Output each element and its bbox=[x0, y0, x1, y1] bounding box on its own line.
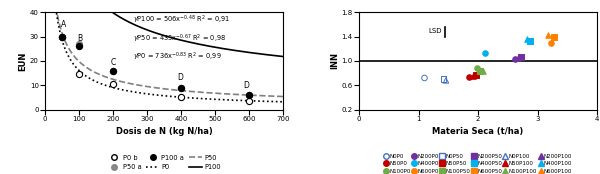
X-axis label: Dosis de N (kg N/ha): Dosis de N (kg N/ha) bbox=[116, 127, 212, 136]
Legend: P0 b, P50 a, P100 a, P0, P50, P100: P0 b, P50 a, P100 a, P0, P50, P100 bbox=[104, 152, 223, 173]
X-axis label: Materia Seca (t/ha): Materia Seca (t/ha) bbox=[433, 127, 524, 136]
Point bbox=[516, 56, 526, 59]
Point bbox=[523, 38, 532, 40]
Point bbox=[546, 41, 556, 44]
Point bbox=[57, 35, 67, 38]
Point bbox=[74, 45, 84, 48]
Point bbox=[420, 77, 430, 79]
Point bbox=[74, 73, 84, 76]
Point bbox=[108, 83, 118, 85]
Point bbox=[176, 86, 186, 89]
Point bbox=[108, 69, 118, 72]
Text: $\gamma$P100 = 506x$^{-0.48}$ R$^{2}$ = 0,91
$\gamma$P50 = 433x$^{-0.67}$ R$^{2}: $\gamma$P100 = 506x$^{-0.48}$ R$^{2}$ = … bbox=[133, 14, 230, 63]
Point bbox=[57, 35, 67, 38]
Point bbox=[513, 57, 523, 60]
Point bbox=[176, 96, 186, 99]
Point bbox=[526, 39, 535, 42]
Text: D: D bbox=[244, 81, 250, 90]
Point bbox=[57, 35, 67, 38]
Point bbox=[439, 78, 448, 81]
Text: LSD: LSD bbox=[428, 28, 442, 34]
Text: B: B bbox=[77, 34, 82, 43]
Point bbox=[510, 58, 520, 60]
Point bbox=[472, 67, 482, 70]
Point bbox=[464, 75, 474, 78]
Text: A: A bbox=[61, 20, 67, 29]
Legend: N0P0, N50P0, N100P0, N200P0, N400P0, N600P0, N0P50, N50P50, N100P50, N200P50, N4: N0P0, N50P0, N100P0, N200P0, N400P0, N60… bbox=[382, 151, 574, 174]
Point bbox=[481, 52, 490, 54]
Point bbox=[550, 35, 559, 38]
Y-axis label: INN: INN bbox=[330, 52, 339, 69]
Y-axis label: EUN: EUN bbox=[18, 51, 27, 71]
Point bbox=[469, 74, 478, 77]
Point bbox=[244, 100, 254, 102]
Point bbox=[544, 34, 553, 37]
Point bbox=[244, 94, 254, 96]
Point bbox=[441, 79, 451, 82]
Point bbox=[478, 70, 488, 73]
Point bbox=[472, 73, 481, 76]
Point bbox=[176, 86, 186, 89]
Text: D: D bbox=[177, 73, 183, 82]
Point bbox=[244, 94, 254, 96]
Point bbox=[475, 69, 485, 72]
Point bbox=[108, 69, 118, 72]
Text: C: C bbox=[111, 58, 116, 67]
Point bbox=[74, 42, 84, 45]
